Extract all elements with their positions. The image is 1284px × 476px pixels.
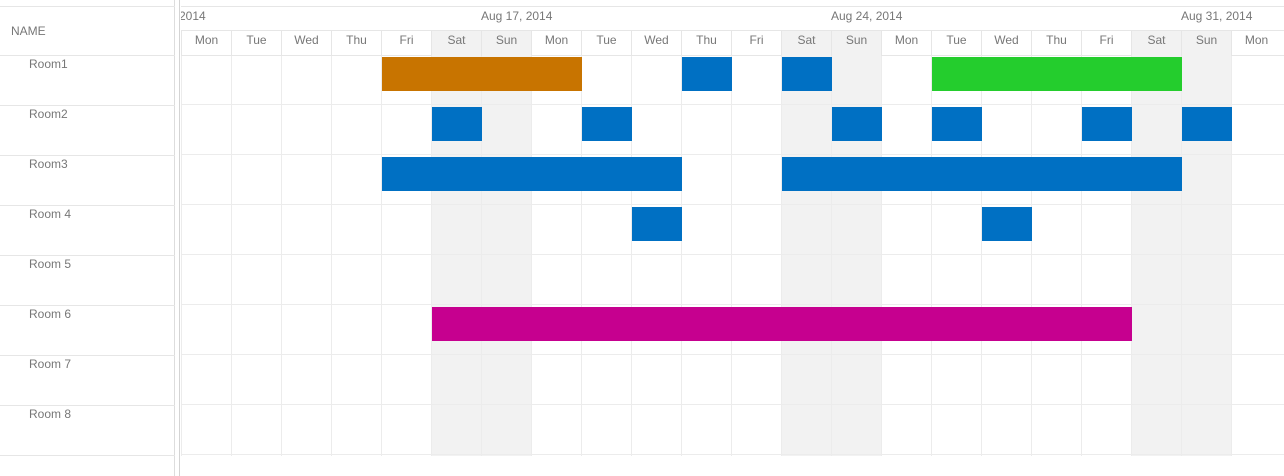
resource-row[interactable]: Room 4 [0,206,175,256]
event-bar[interactable] [832,107,882,141]
day-column [231,56,281,456]
day-header-cell[interactable]: Thu [331,31,381,56]
day-header-cell[interactable]: Mon [881,31,931,56]
timeline-panel: 2014 Aug 17, 2014 Aug 24, 2014 Aug 31, 2014… [181,0,1284,476]
day-column [931,56,981,456]
row-separator [181,454,1284,455]
timeline-grid[interactable] [181,56,1284,476]
day-header-cell[interactable]: Sat [431,31,481,56]
event-bar[interactable] [382,157,682,191]
event-bar[interactable] [582,107,632,141]
event-bar[interactable] [432,307,1132,341]
day-column [881,56,931,456]
event-bar[interactable] [632,207,682,241]
row-separator [181,404,1284,405]
day-header-cell[interactable]: Sat [1131,31,1181,56]
resource-name: Room 4 [29,207,72,221]
day-header-cell[interactable]: Sun [481,31,531,56]
resource-name: Room3 [29,157,68,171]
event-bar[interactable] [1182,107,1232,141]
name-column-header[interactable]: NAME [0,6,175,56]
resource-panel: NAME Room1 Room2 Room3 Room 4 Room 5 Room 6 Ro… [0,0,175,476]
event-bar[interactable] [1082,107,1132,141]
week-label: Aug 31, 2014 [1181,9,1253,23]
row-separator [181,154,1284,155]
resource-name: Room1 [29,57,68,71]
day-header-cell[interactable]: Fri [731,31,781,56]
resource-row[interactable]: Room 5 [0,256,175,306]
day-header-cell[interactable]: Thu [681,31,731,56]
day-column [631,56,681,456]
day-column [281,56,331,456]
resource-row[interactable]: Room 8 [0,406,175,456]
day-column [731,56,781,456]
day-header-cell[interactable]: Mon [1231,31,1281,56]
resource-row[interactable]: Room 7 [0,356,175,406]
week-header-row: 2014 Aug 17, 2014 Aug 24, 2014 Aug 31, 2014 [181,7,1284,31]
name-column-header-label: NAME [11,24,46,38]
day-header-cell[interactable]: Sat [781,31,831,56]
day-header-cell[interactable]: Wed [631,31,681,56]
day-column [681,56,731,456]
day-column [581,56,631,456]
event-bar[interactable] [432,107,482,141]
week-label: Aug 17, 2014 [481,9,553,23]
event-bar[interactable] [782,57,832,91]
day-column [181,56,231,456]
event-bar[interactable] [682,57,732,91]
day-header-cell[interactable]: Thu [1031,31,1081,56]
day-header-cell[interactable]: Mon [181,31,231,56]
day-header-cell[interactable]: Mon [531,31,581,56]
row-separator [181,254,1284,255]
day-header-cell[interactable]: Fri [381,31,431,56]
day-header-cell[interactable]: Tue [231,31,281,56]
event-bar[interactable] [932,107,982,141]
row-separator [181,104,1284,105]
resource-name: Room 7 [29,357,72,371]
day-column [1131,56,1181,456]
resource-name: Room 5 [29,257,72,271]
resource-row[interactable]: Room1 [0,56,175,106]
resource-row[interactable]: Room3 [0,156,175,206]
resource-name: Room2 [29,107,68,121]
resource-row[interactable]: Room2 [0,106,175,156]
day-column [381,56,431,456]
day-column [981,56,1031,456]
row-separator [181,354,1284,355]
row-separator [181,304,1284,305]
day-column [481,56,531,456]
day-header-cell[interactable]: Sun [831,31,881,56]
day-header-cell[interactable]: Tue [931,31,981,56]
day-column [781,56,831,456]
day-header-cell[interactable]: Wed [281,31,331,56]
day-column [1031,56,1081,456]
timeline-header: 2014 Aug 17, 2014 Aug 24, 2014 Aug 31, 2014… [181,6,1284,56]
day-header-cell[interactable]: Sun [1181,31,1231,56]
event-bar[interactable] [382,57,582,91]
row-separator [181,204,1284,205]
day-header-cell[interactable]: Fri [1081,31,1131,56]
day-header-cell[interactable]: Tue [581,31,631,56]
event-bar[interactable] [982,207,1032,241]
event-bar[interactable] [782,157,1182,191]
week-label: Aug 24, 2014 [831,9,903,23]
day-column [1231,56,1281,456]
event-bar[interactable] [932,57,1182,91]
day-column [331,56,381,456]
day-column [1081,56,1131,456]
week-label: 2014 [181,9,206,23]
resource-name: Room 6 [29,307,72,321]
resource-row[interactable]: Room 6 [0,306,175,356]
panel-splitter[interactable] [175,0,180,476]
day-column [531,56,581,456]
resource-name: Room 8 [29,407,72,421]
day-header-cell[interactable]: Wed [981,31,1031,56]
